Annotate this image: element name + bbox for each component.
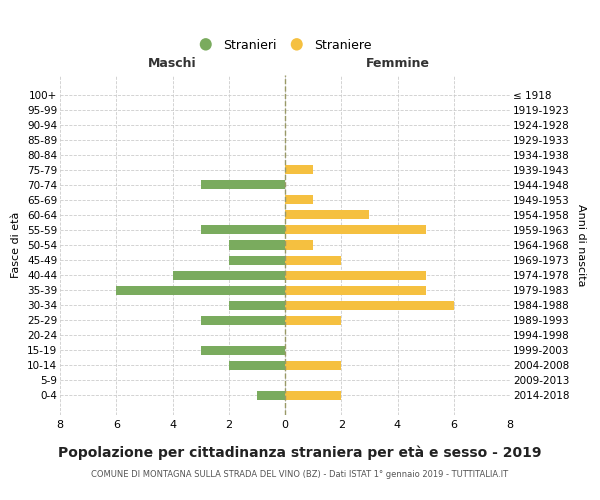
Bar	[285, 210, 370, 220]
Bar	[285, 360, 341, 370]
Text: Maschi: Maschi	[148, 57, 197, 70]
Y-axis label: Anni di nascita: Anni di nascita	[576, 204, 586, 286]
Legend: Stranieri, Straniere: Stranieri, Straniere	[193, 34, 377, 56]
Bar	[173, 270, 285, 280]
Bar	[285, 390, 341, 400]
Bar	[200, 180, 285, 190]
Bar	[285, 166, 313, 174]
Bar	[285, 316, 341, 324]
Bar	[285, 256, 341, 264]
Y-axis label: Fasce di età: Fasce di età	[11, 212, 22, 278]
Bar	[285, 226, 425, 234]
Bar	[257, 390, 285, 400]
Text: COMUNE DI MONTAGNA SULLA STRADA DEL VINO (BZ) - Dati ISTAT 1° gennaio 2019 - TUT: COMUNE DI MONTAGNA SULLA STRADA DEL VINO…	[91, 470, 509, 479]
Bar	[229, 360, 285, 370]
Bar	[229, 300, 285, 310]
Bar	[200, 316, 285, 324]
Text: Femmine: Femmine	[365, 57, 430, 70]
Bar	[285, 270, 425, 280]
Bar	[285, 240, 313, 250]
Text: Popolazione per cittadinanza straniera per età e sesso - 2019: Popolazione per cittadinanza straniera p…	[58, 445, 542, 460]
Bar	[285, 196, 313, 204]
Bar	[285, 300, 454, 310]
Bar	[229, 256, 285, 264]
Bar	[285, 286, 425, 294]
Bar	[200, 226, 285, 234]
Bar	[229, 240, 285, 250]
Bar	[200, 346, 285, 354]
Bar	[116, 286, 285, 294]
